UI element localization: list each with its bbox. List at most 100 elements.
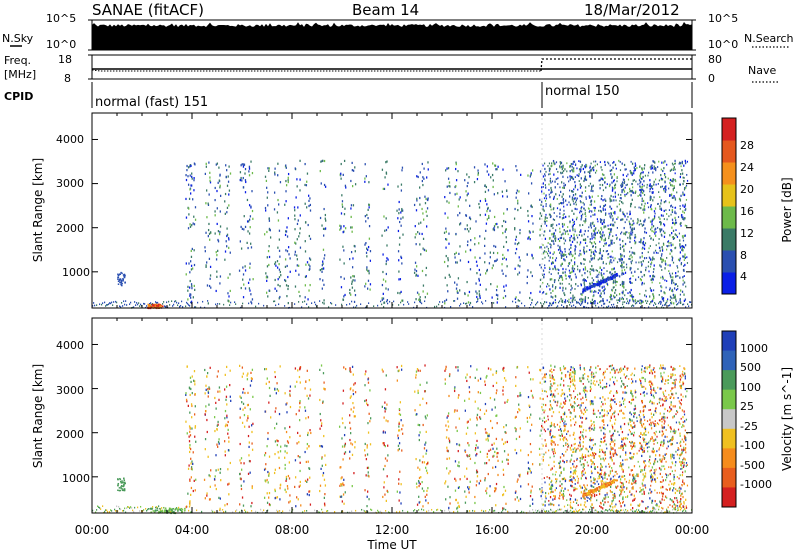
late-scatter-pixel [609,199,611,201]
late-scatter-pixel [668,215,670,218]
scatter-pixel [633,166,635,169]
power-tick-24: 24 [740,161,754,174]
scatter-pixel [591,235,593,238]
ground-scatter-pixel [548,510,550,513]
near-echo-pixel [172,510,174,513]
late-scatter-pixel [670,213,672,216]
late-scatter-pixel [616,180,618,183]
scatter-pixel [304,450,306,454]
ground-scatter-pixel [146,305,148,307]
ground-scatter-pixel [400,301,402,304]
late-scatter-pixel [679,198,681,201]
late-scatter-pixel [575,201,577,204]
scatter-pixel [671,218,674,221]
ground-scatter-pixel [575,508,577,511]
scatter-pixel [216,189,218,193]
patch-pixel [120,280,123,283]
ground-scatter-pixel [420,301,422,304]
late-scatter-pixel [588,249,591,251]
scatter-pixel [505,240,508,244]
scatter-pixel [562,202,564,205]
scatter-pixel [299,455,301,459]
scatter-pixel [204,413,206,416]
scatter-pixel [669,181,671,185]
late-scatter-pixel [548,284,550,287]
scatter-pixel [582,268,585,271]
scatter-pixel [681,160,683,163]
scatter-pixel [342,421,344,425]
scatter-pixel [651,300,653,303]
scatter-pixel [190,462,192,465]
late-scatter-pixel [542,281,544,284]
scatter-pixel [604,163,606,167]
scatter-pixel [479,273,482,276]
scatter-pixel [384,176,386,179]
scatter-pixel [226,245,228,248]
late-scatter-pixel [578,254,580,257]
scatter-pixel [664,260,666,263]
late-scatter-pixel [592,251,594,253]
scatter-pixel [619,247,622,250]
sloping-echo-pixel [603,280,606,283]
scatter-pixel [564,168,566,171]
scatter-pixel [384,401,386,404]
scatter-pixel [492,228,494,231]
late-scatter-pixel [659,247,661,249]
ground-scatter-pixel [621,509,623,511]
scatter-pixel [308,493,310,497]
late-scatter-pixel [598,289,600,292]
scatter-pixel [670,248,672,252]
scatter-pixel [549,229,551,232]
nsky-tick-bottom: 10^0 [46,38,76,51]
near-echo-pixel [184,507,186,510]
scatter-pixel [204,410,207,413]
ground-scatter-pixel [512,300,514,303]
scatter-pixel [423,167,425,170]
late-scatter-pixel [547,254,550,257]
scatter-pixel [224,417,226,420]
scatter-pixel [628,187,631,191]
scatter-pixel [189,293,191,296]
ground-scatter-pixel [649,510,651,513]
scatter-pixel [571,196,574,199]
scatter-pixel [397,291,399,295]
scatter-pixel [349,368,351,371]
scatter-pixel [583,281,585,285]
scatter-pixel [553,242,555,245]
ground-scatter-pixel [378,511,380,513]
ground-scatter-pixel [502,509,504,512]
near-echo-pixel [161,509,164,512]
ground-scatter-pixel [603,306,605,309]
scatter-pixel [660,285,662,288]
scatter-pixel [354,382,356,385]
scatter-pixel [422,290,424,293]
scatter-pixel [382,495,384,499]
sloping-echo-pixel [597,282,600,285]
scatter-pixel [496,452,498,455]
late-scatter-pixel [628,220,630,223]
scatter-pixel [365,402,368,405]
ground-scatter-pixel [424,300,426,303]
scatter-pixel [278,203,280,206]
scatter-pixel [427,462,429,465]
scatter-pixel [274,468,276,471]
scatter-pixel [495,381,498,385]
late-scatter-pixel [550,244,552,247]
scatter-pixel [644,164,646,167]
near-echo-pixel [169,507,172,510]
scatter-pixel [367,217,369,220]
scatter-pixel [540,266,542,269]
scatter-pixel [473,166,476,169]
scatter-pixel [497,226,499,229]
scatter-pixel [497,165,499,168]
late-scatter-pixel [661,249,664,252]
scatter-pixel [189,447,192,451]
patch-pixel [123,275,125,277]
scatter-pixel [194,383,196,386]
late-scatter-pixel [572,221,574,224]
ground-scatter-pixel [164,305,166,307]
scatter-pixel [194,288,196,292]
scatter-pixel [422,183,424,187]
scatter-pixel [225,240,227,243]
scatter-pixel [188,262,190,265]
